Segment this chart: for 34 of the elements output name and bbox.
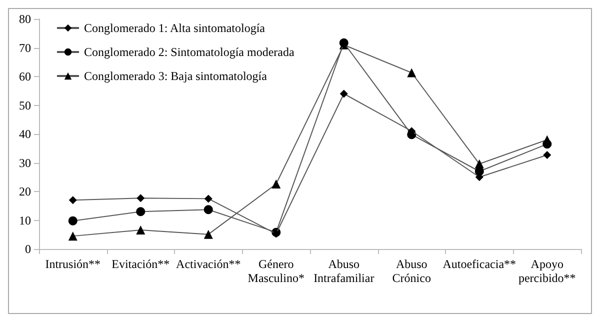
x-tick-label: Activación** [176,257,241,271]
point [204,194,212,203]
x-tick-label: Evitación** [112,257,170,271]
legend-label: Conglomerado 3: Baja sintomatología [84,69,268,83]
x-tick-label: Abuso Crónico [392,257,431,285]
x-tick-label: Autoeficacia** [442,257,516,271]
y-tick-label: 80 [19,12,31,26]
x-tick-label: Apoyo percibido** [518,257,576,285]
point [340,90,348,98]
point [272,180,281,189]
point [542,140,552,149]
y-tick-label: 50 [19,98,31,112]
point [68,216,78,226]
point [204,230,213,239]
point [68,232,78,241]
y-tick-label: 10 [19,213,31,228]
legend-label: Conglomerado 1: Alta sintomatología [84,21,266,35]
x-tick-label: Género Masculino* [248,257,304,285]
y-tick-label: 30 [19,156,31,170]
point [407,68,416,78]
point [136,226,146,235]
y-tick-label: 40 [19,127,31,141]
y-tick-label: 20 [19,184,31,198]
legend-label: Conglomerado 2: Sintomatología moderada [84,45,295,59]
point [136,207,146,216]
y-tick-label: 0 [25,242,31,256]
x-tick-label: Intrusión** [45,257,101,271]
point [68,196,77,204]
y-tick-label: 70 [19,40,31,55]
x-tick-label: Abuso Intrafamiliar [314,257,374,285]
point [204,205,213,214]
point [543,150,552,159]
y-tick-label: 60 [19,70,31,84]
point [136,194,145,202]
